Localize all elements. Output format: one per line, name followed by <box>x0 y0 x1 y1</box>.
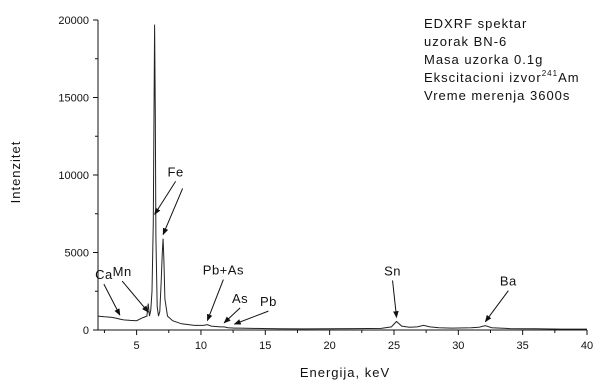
peak-arrow <box>392 280 399 319</box>
peak-arrow <box>223 307 241 324</box>
peak-label: Fe <box>168 164 184 179</box>
x-tick-label: 20 <box>324 340 336 352</box>
peak-label: Pb+As <box>203 263 244 278</box>
peak-arrow <box>103 283 121 316</box>
peak-label: Sn <box>384 263 401 278</box>
info-line-1: EDXRF spektar <box>424 16 527 31</box>
peak-label: As <box>232 291 248 306</box>
peak-label: Ba <box>500 274 517 289</box>
x-tick-label: 35 <box>517 340 529 352</box>
peak-label: Mn <box>113 264 132 279</box>
y-tick-label: 0 <box>83 325 89 337</box>
info-line-4-main: Ekscitacioni izvor <box>424 70 542 85</box>
peak-arrow <box>162 188 184 236</box>
x-tick-label: 10 <box>195 340 207 352</box>
y-tick-label: 10000 <box>58 170 89 182</box>
y-tick-label: 15000 <box>58 93 89 105</box>
peak-arrow <box>154 181 177 215</box>
y-tick-label: 20000 <box>58 15 89 27</box>
peak-label: Ca <box>95 267 113 282</box>
info-box: EDXRF spektar uzorak BN-6 Masa uzorka 0.… <box>424 16 580 103</box>
x-axis-title: Energija, keV <box>300 365 390 380</box>
peak-arrow <box>484 290 509 323</box>
peak-arrow <box>206 279 224 322</box>
x-tick-label: 25 <box>388 340 400 352</box>
info-line-4-end: Am <box>558 70 580 85</box>
x-tick-label: 40 <box>581 340 593 352</box>
info-line-4: Ekscitacioni izvor241Am <box>424 69 580 85</box>
info-line-4-sup: 241 <box>542 69 558 78</box>
x-tick-label: 15 <box>259 340 271 352</box>
peak-label: Pb <box>260 294 277 309</box>
x-tick-label: 5 <box>134 340 140 352</box>
ticks: 0 5000 10000 15000 20000 5 10 15 20 25 30 35 40 <box>58 15 593 352</box>
y-tick-label: 5000 <box>65 248 89 260</box>
y-axis-title: Intenzitet <box>8 141 23 204</box>
info-line-5: Vreme merenja 3600s <box>424 88 570 103</box>
info-line-2: uzorak BN-6 <box>424 34 507 49</box>
peak-arrow <box>121 280 149 313</box>
info-line-3: Masa uzorka 0.1g <box>424 52 543 67</box>
peak-arrow <box>233 310 269 325</box>
peak-label: Fe <box>163 142 179 157</box>
peak-annotations: Ca Mn Fe Fe Pb+As As Pb Sn Ba <box>95 142 517 325</box>
x-tick-label: 30 <box>452 340 464 352</box>
